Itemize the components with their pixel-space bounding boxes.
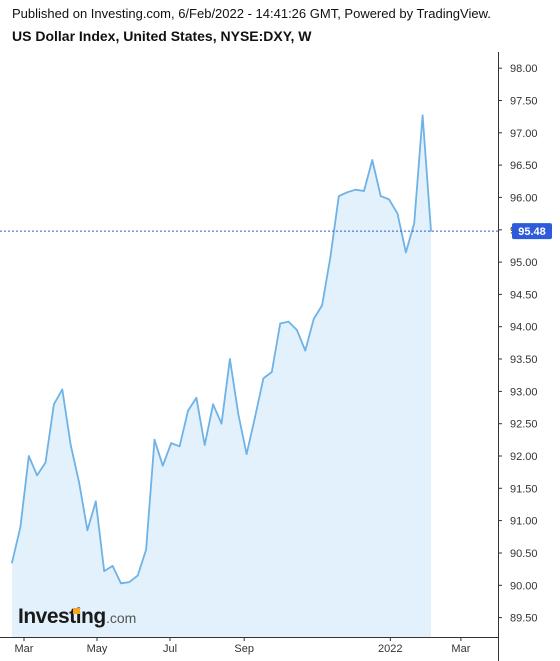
y-tick-label: 89.50	[510, 613, 538, 625]
data-point	[338, 195, 340, 197]
data-point	[53, 403, 55, 406]
data-point	[287, 320, 290, 323]
last-price-label: 95.48	[518, 226, 546, 238]
x-tick-label: 2022	[378, 643, 402, 655]
data-point	[262, 377, 265, 380]
y-tick-label: 96.50	[510, 160, 538, 172]
data-point	[145, 548, 147, 551]
data-point	[388, 198, 390, 201]
data-point	[329, 256, 332, 258]
y-tick-label: 94.00	[510, 322, 538, 334]
data-point	[203, 444, 206, 446]
data-point	[321, 304, 323, 307]
y-tick-label: 91.00	[510, 516, 538, 528]
data-point	[162, 464, 164, 467]
y-tick-label: 95.00	[510, 257, 538, 269]
data-point	[430, 230, 432, 232]
data-point	[86, 529, 89, 532]
data-point	[354, 188, 357, 191]
data-point	[178, 445, 181, 448]
y-tick-label: 97.00	[510, 128, 538, 140]
y-tick-label: 97.50	[510, 96, 538, 108]
logo-brand: Investing	[18, 605, 106, 628]
data-point	[69, 444, 72, 446]
data-point	[36, 474, 38, 477]
x-tick-label: Sep	[234, 643, 254, 655]
data-point	[28, 455, 30, 457]
y-tick-label: 92.00	[510, 451, 538, 463]
x-ticks: Mar May Jul Sep 2022 Mar	[15, 637, 471, 655]
y-tick-label: 98.00	[510, 63, 538, 75]
data-point	[229, 358, 231, 360]
data-point	[245, 453, 248, 455]
y-ticks: 89.50 90.00 90.50 91.00 91.50 92.00 92.50 93.00…	[498, 63, 538, 625]
data-point	[279, 322, 282, 325]
data-point	[44, 461, 47, 464]
y-tick-label: 93.00	[510, 386, 538, 398]
y-tick-label: 92.50	[510, 419, 538, 431]
data-point	[120, 582, 122, 585]
axes	[0, 52, 499, 661]
data-point	[296, 329, 298, 331]
y-tick-label: 94.50	[510, 289, 538, 301]
data-point	[271, 371, 273, 373]
x-tick-label: May	[87, 643, 108, 655]
data-point	[61, 388, 64, 391]
data-point	[237, 413, 240, 415]
logo-accent	[73, 608, 80, 614]
data-point	[153, 439, 156, 441]
data-point	[346, 191, 349, 194]
data-point	[421, 114, 424, 117]
data-point	[128, 581, 131, 583]
y-tick-label: 93.50	[510, 354, 538, 366]
last-price-marker: 95.48	[0, 223, 552, 240]
data-point	[379, 195, 382, 197]
data-point	[95, 500, 97, 503]
data-point	[187, 410, 189, 412]
data-point	[195, 397, 198, 399]
x-tick-label: Jul	[163, 643, 177, 655]
data-point	[220, 422, 223, 425]
data-point	[11, 561, 13, 564]
data-point	[254, 416, 256, 419]
y-tick-label: 90.50	[510, 548, 538, 560]
y-tick-label: 91.50	[510, 483, 538, 495]
publish-line: Published on Investing.com, 6/Feb/2022 -…	[12, 6, 491, 21]
data-point	[312, 318, 315, 320]
x-tick-label: Mar	[15, 643, 34, 655]
y-tick-label: 90.00	[510, 580, 538, 592]
instrument-title: US Dollar Index, United States, NYSE:DXY…	[12, 28, 312, 44]
data-point	[396, 212, 399, 215]
plot-area	[11, 114, 432, 638]
data-point	[19, 526, 22, 528]
data-point	[304, 349, 307, 352]
data-point	[212, 403, 214, 406]
data-point	[136, 574, 139, 577]
series-area-fill	[12, 115, 431, 638]
data-point	[413, 222, 416, 225]
data-point	[371, 159, 374, 161]
x-tick-label: Mar	[451, 643, 470, 655]
data-point	[363, 190, 365, 192]
last-price-badge	[512, 223, 552, 240]
data-point	[111, 565, 114, 567]
y-tick-label: 96.00	[510, 192, 538, 204]
data-point	[405, 251, 407, 254]
investing-logo: Investing .com	[18, 605, 136, 628]
logo-suffix: .com	[106, 610, 136, 626]
data-point	[170, 442, 172, 444]
data-point	[78, 481, 80, 483]
data-point	[103, 570, 105, 572]
